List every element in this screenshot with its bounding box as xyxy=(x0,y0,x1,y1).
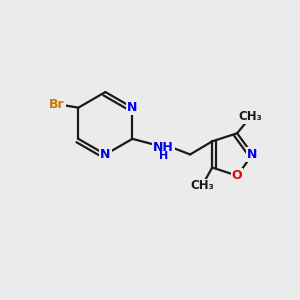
Text: H: H xyxy=(159,151,168,161)
Text: Br: Br xyxy=(49,98,65,111)
Text: N: N xyxy=(248,148,258,161)
Text: O: O xyxy=(232,169,242,182)
Text: CH₃: CH₃ xyxy=(190,179,214,193)
Text: N: N xyxy=(127,101,138,114)
Text: NH: NH xyxy=(153,140,174,154)
Text: N: N xyxy=(100,148,111,161)
Text: CH₃: CH₃ xyxy=(238,110,262,123)
